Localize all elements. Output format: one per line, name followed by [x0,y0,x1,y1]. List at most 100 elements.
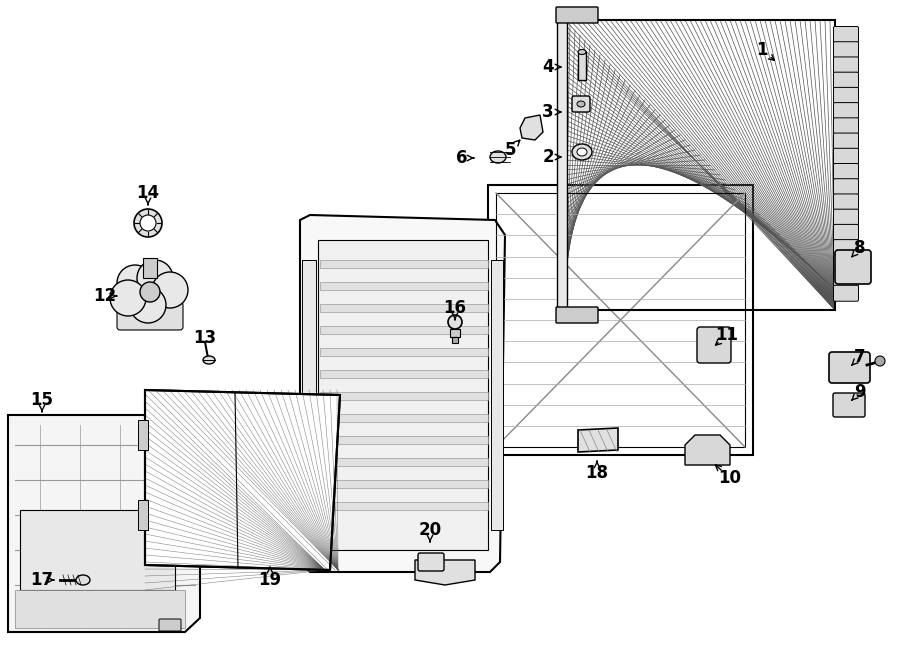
FancyBboxPatch shape [117,302,183,330]
Text: 12: 12 [94,287,117,305]
Bar [320,480,488,488]
FancyBboxPatch shape [556,7,598,23]
Ellipse shape [76,575,90,585]
Text: 16: 16 [444,299,466,317]
FancyBboxPatch shape [159,619,181,631]
Ellipse shape [490,151,506,163]
FancyBboxPatch shape [835,250,871,284]
Bar [20,510,175,590]
Bar [320,458,488,466]
Circle shape [448,315,462,329]
FancyBboxPatch shape [697,327,731,363]
Bar [15,590,185,628]
Bar [565,20,835,310]
Bar [557,15,567,315]
Circle shape [140,282,160,302]
FancyBboxPatch shape [829,352,870,383]
FancyBboxPatch shape [833,209,859,225]
Text: 9: 9 [854,383,866,401]
Text: 10: 10 [718,469,742,487]
Bar [320,282,488,290]
Bar [450,329,460,337]
FancyBboxPatch shape [556,307,598,323]
FancyBboxPatch shape [833,42,859,58]
Bar [318,240,488,550]
Bar [320,502,488,510]
Text: 4: 4 [542,58,554,76]
FancyBboxPatch shape [833,26,859,42]
Circle shape [130,287,166,323]
Circle shape [140,215,156,231]
Circle shape [110,280,146,316]
Text: 20: 20 [418,521,442,539]
Text: 15: 15 [31,391,53,409]
Text: 3: 3 [542,103,554,121]
Circle shape [137,260,173,296]
Polygon shape [685,435,730,465]
Ellipse shape [577,101,585,107]
Bar [320,436,488,444]
Text: 7: 7 [854,348,866,366]
FancyBboxPatch shape [833,194,859,210]
Circle shape [152,272,188,308]
Text: 14: 14 [137,184,159,202]
Bar [491,260,503,530]
FancyBboxPatch shape [833,178,859,194]
Ellipse shape [578,50,586,54]
Text: 8: 8 [854,239,866,257]
FancyBboxPatch shape [833,148,859,164]
FancyBboxPatch shape [833,224,859,241]
Text: 17: 17 [31,571,54,589]
Bar [452,337,458,343]
Polygon shape [8,415,200,632]
Text: 11: 11 [716,326,739,344]
Bar [320,370,488,378]
Polygon shape [578,428,618,452]
FancyBboxPatch shape [833,102,859,118]
Bar [565,20,835,310]
Bar [320,260,488,268]
Bar [496,193,745,447]
FancyBboxPatch shape [833,118,859,134]
FancyBboxPatch shape [833,163,859,179]
FancyBboxPatch shape [833,239,859,256]
Text: 19: 19 [258,571,282,589]
Text: 5: 5 [504,141,516,159]
Bar [320,348,488,356]
Text: 13: 13 [194,329,217,347]
Bar [578,52,586,80]
Bar [138,500,148,530]
Circle shape [117,265,153,301]
FancyBboxPatch shape [833,133,859,149]
Bar [143,258,157,278]
Text: 18: 18 [586,464,608,482]
Circle shape [875,356,885,366]
Bar [138,420,148,450]
Polygon shape [520,115,543,140]
Bar [302,260,316,530]
FancyBboxPatch shape [833,72,859,88]
Polygon shape [415,560,475,585]
Circle shape [134,209,162,237]
Ellipse shape [577,148,587,156]
Bar [320,304,488,312]
Text: 1: 1 [756,41,768,59]
Text: 2: 2 [542,148,554,166]
FancyBboxPatch shape [572,96,590,112]
FancyBboxPatch shape [833,87,859,103]
Bar [320,392,488,400]
Ellipse shape [572,144,592,160]
Polygon shape [300,215,505,572]
Polygon shape [145,390,340,570]
Bar [320,414,488,422]
Bar [320,326,488,334]
Ellipse shape [203,356,215,364]
FancyBboxPatch shape [833,286,859,301]
FancyBboxPatch shape [833,270,859,286]
FancyBboxPatch shape [833,57,859,73]
FancyBboxPatch shape [833,255,859,271]
Text: 6: 6 [456,149,468,167]
Bar [488,185,753,455]
FancyBboxPatch shape [833,393,865,417]
FancyBboxPatch shape [418,553,444,571]
